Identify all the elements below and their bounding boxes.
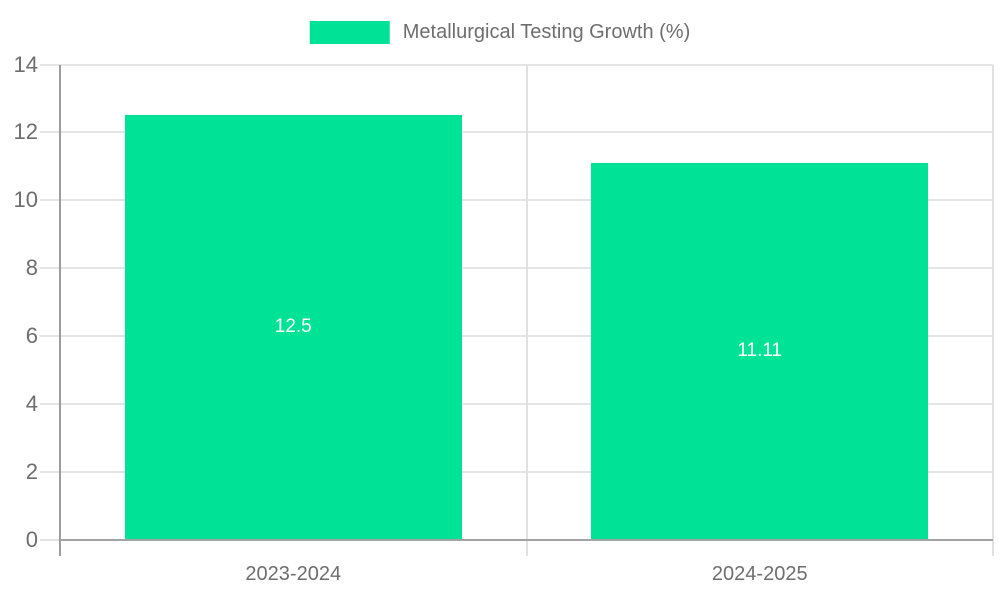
x-axis-line [60,538,993,541]
gridline-horizontal [40,199,993,202]
y-axis-tick-label: 6 [25,322,38,348]
bar-value-label: 12.5 [274,316,312,338]
x-axis-category-label: 2023-2024 [245,563,342,585]
y-axis-tick-label: 12 [13,119,38,145]
gridline-horizontal [40,63,993,66]
legend-item[interactable]: Metallurgical Testing Growth (%) [309,20,691,44]
bar[interactable] [591,162,929,540]
legend-swatch-icon[interactable] [309,20,390,44]
gridline-horizontal [40,267,993,270]
y-axis-tick-label: 0 [25,526,38,552]
y-axis-tick-label: 14 [13,51,38,77]
gridline-vertical [525,64,528,556]
y-axis-tick [40,538,60,541]
y-axis-tick-label: 10 [13,187,38,213]
gridline-horizontal [40,470,993,473]
y-axis-tick-label: 8 [25,255,38,281]
gridline-horizontal [40,131,993,134]
y-axis-tick-label: 4 [25,390,38,416]
plot-right-border [992,64,994,556]
y-axis-line [59,64,61,556]
bar-value-label: 11.11 [737,340,783,362]
bar[interactable] [124,115,462,540]
y-axis-tick-label: 2 [25,458,38,484]
legend-label: Metallurgical Testing Growth (%) [402,21,691,43]
gridline-horizontal [40,402,993,405]
x-axis-category-label: 2024-2025 [711,563,808,585]
gridline-horizontal [40,334,993,337]
